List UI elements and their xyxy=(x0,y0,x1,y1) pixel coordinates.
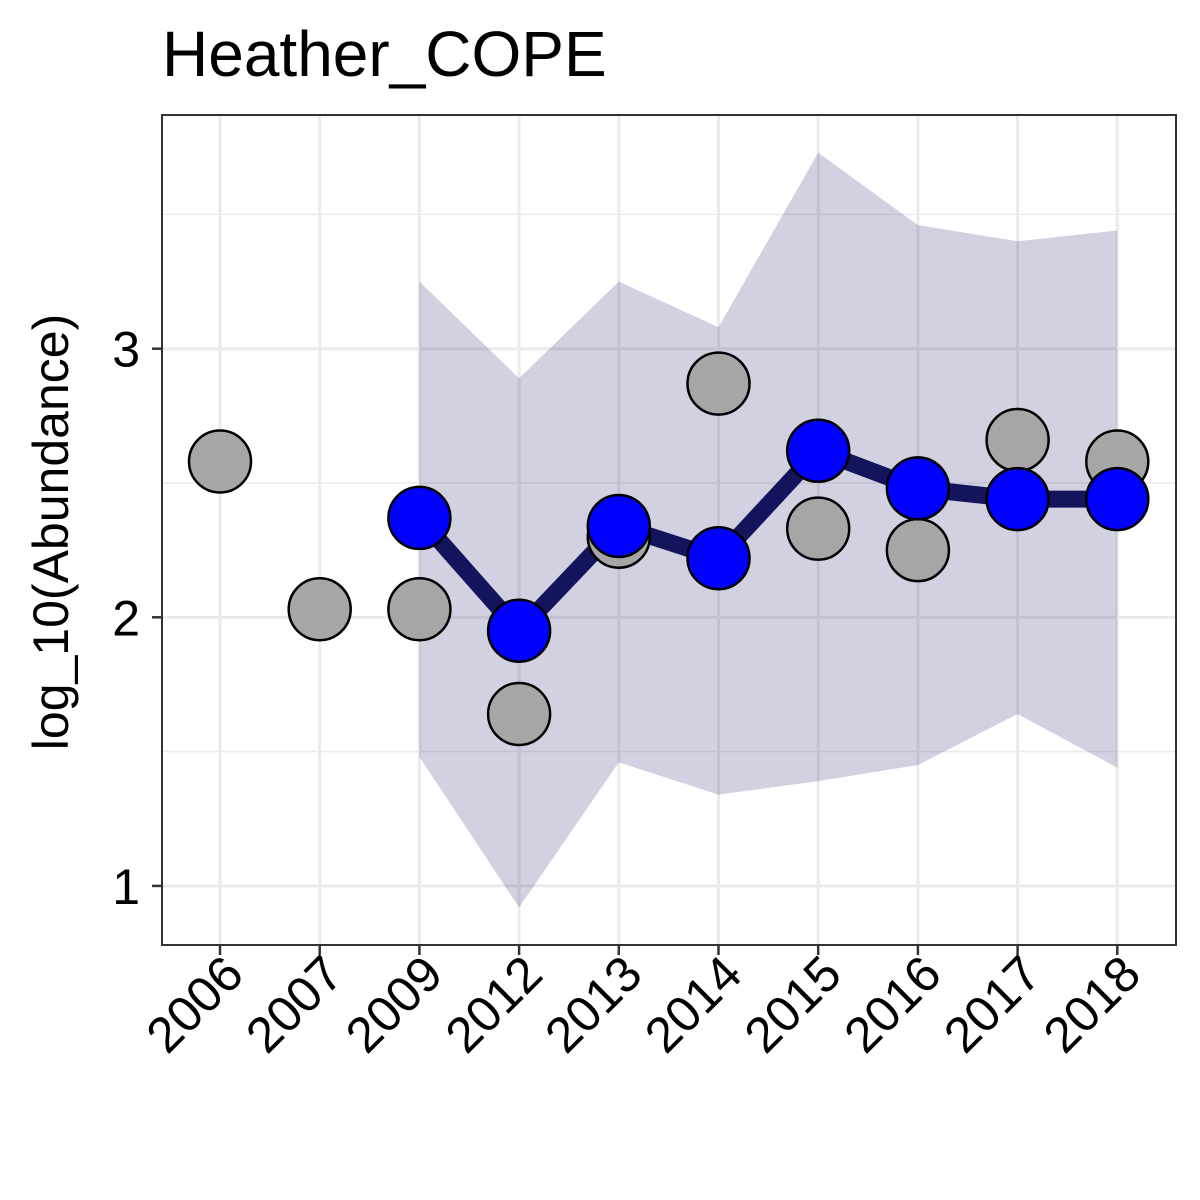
observed-point xyxy=(387,576,452,642)
fitted-point xyxy=(586,493,652,559)
y-tick-label: 1 xyxy=(112,859,140,915)
fitted-point xyxy=(686,525,751,591)
chart-title: Heather_COPE xyxy=(162,18,607,90)
confidence-band xyxy=(419,152,1118,908)
observed-point xyxy=(985,407,1050,473)
y-tick-label: 2 xyxy=(112,590,140,646)
fitted-point xyxy=(885,456,951,521)
observed-point xyxy=(885,517,951,583)
fitted-point xyxy=(1085,466,1150,532)
panel-border xyxy=(161,114,1177,946)
observed-point xyxy=(287,576,352,642)
fitted-point xyxy=(985,466,1050,532)
fitted-point xyxy=(387,485,452,551)
observed-point xyxy=(785,496,851,561)
fitted-point xyxy=(785,418,851,484)
plot-area: 1232006200720092012201320142015201620172… xyxy=(112,114,1177,1063)
fitted-point xyxy=(486,598,552,663)
y-axis-label: log_10(Abundance) xyxy=(23,314,79,750)
y-tick-label: 3 xyxy=(112,322,140,378)
observed-point xyxy=(486,681,552,747)
observed-point xyxy=(187,429,253,494)
observed-point xyxy=(686,351,751,416)
